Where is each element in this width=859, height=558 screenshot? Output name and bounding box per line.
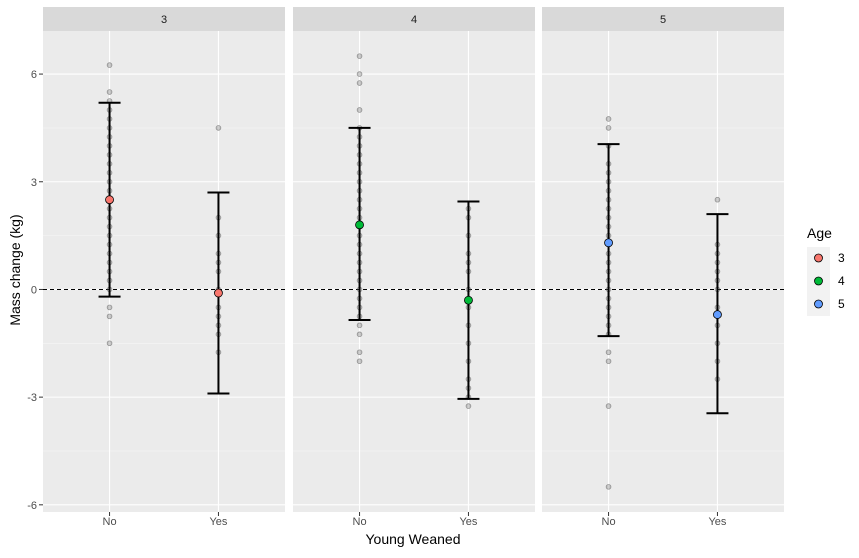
x-tick-label: No	[602, 516, 616, 528]
raw-data-point	[714, 196, 721, 203]
y-tick-label: 3	[31, 177, 37, 189]
legend-title: Age	[807, 225, 832, 241]
y-axis: -6 -3 0 3 6	[27, 69, 43, 512]
panel-background	[542, 31, 784, 512]
legend-label: 5	[838, 297, 845, 311]
raw-data-point	[106, 313, 113, 320]
raw-data-point	[356, 349, 363, 356]
facet-strip-label: 4	[411, 14, 417, 26]
legend-key-4	[814, 276, 823, 286]
facet-strip	[293, 7, 535, 31]
raw-data-point	[106, 62, 113, 68]
facet-panels: 3 No Yes 4 No Yes 5 No Yes	[43, 7, 784, 528]
raw-data-point	[106, 89, 113, 95]
legend-label: 4	[838, 274, 845, 288]
mean-point	[355, 220, 364, 230]
raw-data-point	[356, 80, 363, 86]
raw-data-point	[356, 71, 363, 77]
x-tick-label: Yes	[708, 516, 726, 528]
raw-data-point	[356, 107, 363, 113]
facet-strip-label: 3	[161, 14, 167, 26]
x-tick-label: Yes	[209, 516, 227, 528]
y-axis-title: Mass change (kg)	[7, 214, 23, 325]
raw-data-point	[356, 358, 363, 365]
y-tick-label: -3	[27, 392, 37, 404]
legend-label: 3	[838, 251, 845, 265]
facet-strip	[43, 7, 285, 31]
raw-data-point	[605, 349, 612, 356]
x-tick-label: Yes	[459, 516, 477, 528]
mean-point	[214, 288, 223, 298]
facet-panel-3: 3 No Yes	[43, 7, 285, 528]
facet-panel-5: 5 No Yes	[542, 7, 784, 528]
mean-point	[604, 238, 613, 248]
legend: Age 3 4 5	[807, 225, 845, 316]
x-tick-label: No	[103, 516, 117, 528]
legend-key-5	[814, 299, 823, 309]
y-tick-label: -6	[27, 500, 37, 512]
raw-data-point	[106, 340, 113, 347]
raw-data-point	[605, 484, 612, 490]
raw-data-point	[356, 322, 363, 329]
raw-data-point	[605, 125, 612, 131]
panel-background	[293, 31, 535, 512]
facet-strip	[542, 7, 784, 31]
facet-panel-4: 4 No Yes	[293, 7, 535, 528]
raw-data-point	[605, 358, 612, 365]
mean-point	[464, 295, 473, 305]
facet-strip-label: 5	[660, 14, 666, 26]
x-tick-label: No	[353, 516, 367, 528]
y-tick-label: 6	[31, 69, 37, 81]
panel-background	[43, 31, 285, 512]
y-tick-label: 0	[31, 284, 37, 296]
raw-data-point	[465, 403, 472, 409]
raw-data-point	[605, 403, 612, 409]
x-axis-title: Young Weaned	[366, 531, 461, 547]
mean-point	[713, 310, 722, 319]
raw-data-point	[605, 116, 612, 122]
legend-key-3	[814, 253, 823, 263]
raw-data-point	[106, 304, 113, 311]
mean-point	[105, 195, 114, 205]
raw-data-point	[356, 53, 363, 59]
raw-data-point	[215, 125, 222, 131]
raw-data-point	[356, 331, 363, 338]
